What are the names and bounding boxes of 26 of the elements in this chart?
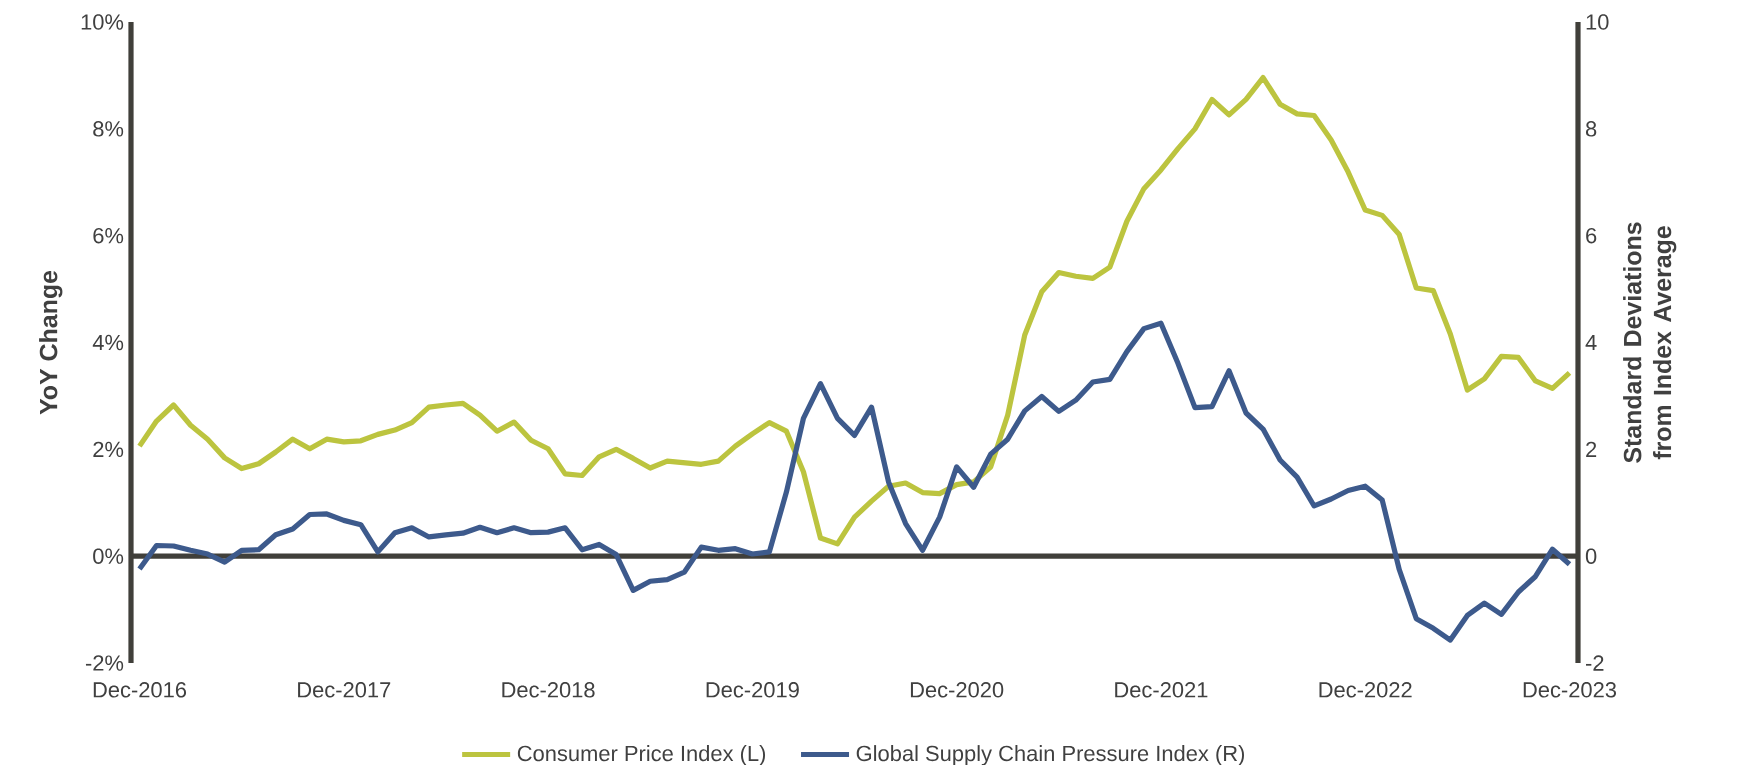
y2-tick-label: -2 (1586, 655, 1604, 671)
x-tick-label: Dec-2021 (1115, 682, 1208, 698)
y2-tick-label: 10 (1586, 14, 1609, 30)
y2-tick-label: 0 (1585, 548, 1597, 564)
y-axis-title: YoY Change (39, 270, 63, 415)
y2-tick-label: 4 (1585, 334, 1597, 351)
y-tick-label: 6% (93, 227, 124, 244)
y-tick-label: 8% (93, 121, 124, 137)
legend-label: Global Supply Chain Pressure Index (R) (856, 745, 1245, 765)
y2-tick-label: 8 (1585, 121, 1597, 137)
y-tick-label: 4% (92, 334, 124, 351)
y-tick-label: 0% (93, 548, 124, 564)
x-tick-label: Dec-2023 (1523, 682, 1617, 698)
y2-axis-title: Standard Deviations from Index Average (1623, 222, 1677, 463)
y-tick-label: 10% (81, 14, 124, 30)
y2-tick-label: 2 (1586, 441, 1597, 457)
x-tick-label: Dec-2022 (1319, 682, 1412, 698)
y-tick-label: -2% (85, 655, 124, 671)
x-tick-label: Dec-2018 (502, 682, 595, 698)
y2-tick-label: 6 (1586, 227, 1597, 244)
y-tick-label: 2% (93, 441, 124, 458)
x-tick-label: Dec-2020 (910, 682, 1004, 698)
x-tick-label: Dec-2019 (706, 682, 799, 698)
legend-label: Consumer Price Index (L) (517, 745, 766, 765)
x-tick-label: Dec-2016 (93, 682, 187, 698)
x-tick-label: Dec-2017 (298, 682, 391, 698)
